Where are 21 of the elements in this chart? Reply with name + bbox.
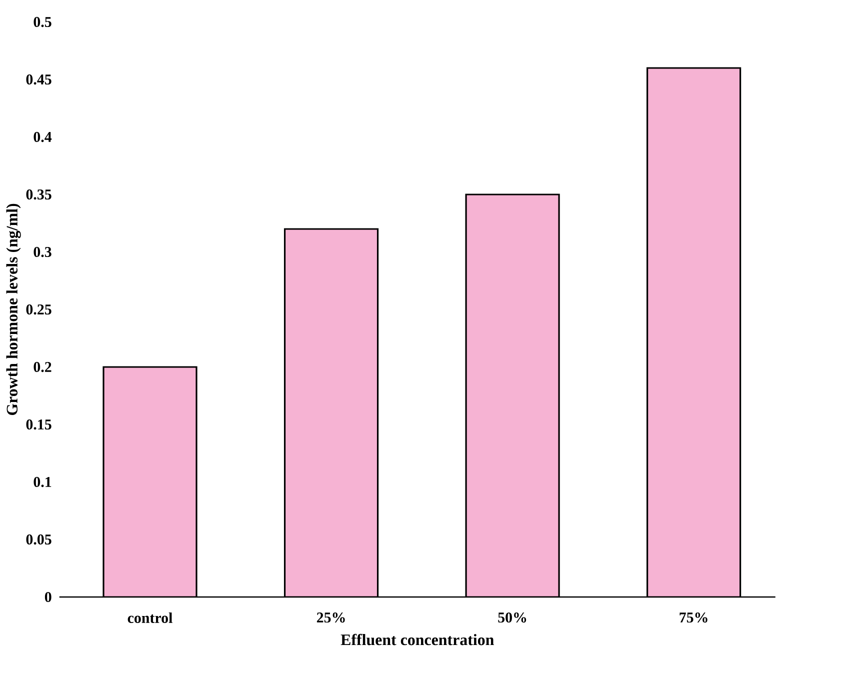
- bar: [465, 194, 560, 597]
- y-tick-label: 0.1: [34, 476, 52, 488]
- bar: [284, 228, 379, 597]
- x-tick-label: 25%: [316, 612, 345, 623]
- x-tick-label: 75%: [680, 612, 708, 623]
- y-tick-label: 0.2: [34, 362, 52, 372]
- y-tick-label: 0.05: [26, 534, 52, 545]
- y-tick-label: 0.4: [34, 132, 52, 142]
- bar: [102, 366, 198, 597]
- bar: [646, 67, 742, 597]
- x-axis-title: Effluent concentration: [340, 634, 494, 646]
- x-tick-label: 50%: [498, 612, 526, 623]
- x-tick-label: control: [128, 612, 172, 623]
- y-axis-title: Growth hormone levels (ng/ml): [6, 204, 21, 416]
- y-tick-label: 0.15: [26, 419, 52, 430]
- y-tick-label: 0: [44, 592, 52, 602]
- y-tick-label: 0.25: [26, 304, 52, 315]
- y-tick-label: 0.5: [34, 16, 52, 28]
- y-tick-label: 0.35: [26, 189, 52, 200]
- y-tick-label: 0.3: [34, 246, 52, 258]
- y-tick-label: 0.45: [26, 74, 52, 85]
